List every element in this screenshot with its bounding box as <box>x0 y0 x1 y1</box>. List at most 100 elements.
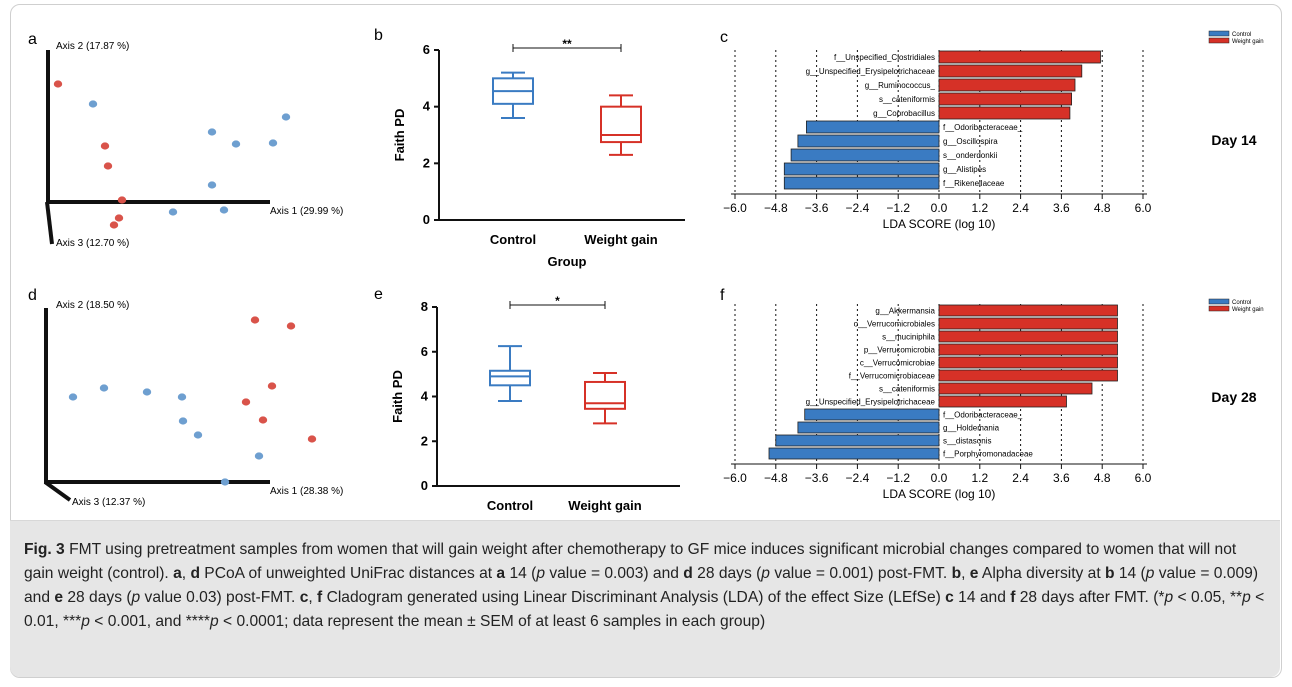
pcoa-panel-d: d Axis 2 (18.50 %) Axis 1 (28.38 %) Axis… <box>28 287 343 508</box>
legend-swatch-control <box>1208 30 1230 37</box>
y-tick-label: 6 <box>421 344 428 359</box>
lda-bar-label: s__onderdonkii <box>943 151 997 160</box>
lda-bar <box>938 106 1071 120</box>
legend-label-weight-gain: Weight gain <box>1232 307 1264 313</box>
lda-bar-label: s__distasonis <box>943 437 991 446</box>
caption-background <box>10 520 1280 677</box>
control-point <box>68 393 78 401</box>
weight-gain-point <box>286 322 296 330</box>
y-tick-label: 4 <box>421 389 429 404</box>
lda-bar <box>938 395 1067 408</box>
x-tick-label: −6.0 <box>723 471 747 485</box>
lda-bar-label: o__Verrucomicrobiales <box>854 320 935 329</box>
lda-bar-label: p__Verrucomicrobia <box>864 346 936 355</box>
lda-bar <box>938 64 1083 78</box>
x-tick-label: 4.8 <box>1094 201 1111 215</box>
lda-bar <box>938 304 1118 317</box>
lda-bar-label: f__Odoribacteraceae_ <box>943 123 1023 132</box>
x-tick-label: 6.0 <box>1135 471 1152 485</box>
weight-gain-point <box>114 214 124 222</box>
x-tick-label: 4.8 <box>1094 471 1111 485</box>
control-point <box>207 128 217 136</box>
x-tick-label: 0.0 <box>931 471 948 485</box>
control-point <box>254 452 264 460</box>
lda-bar <box>790 148 940 162</box>
lda-bar <box>768 447 940 460</box>
control-point <box>281 113 291 121</box>
lda-bar <box>938 317 1118 330</box>
lda-bar-label: f__Unspecified_Clostridiales <box>834 53 935 62</box>
x-tick-label: 1.2 <box>971 471 988 485</box>
lda-bar-label: s__cateniformis <box>879 95 935 104</box>
y-axis-label: Faith PD <box>390 370 405 423</box>
x-tick-label: 3.6 <box>1053 201 1070 215</box>
x-tick-label: −6.0 <box>723 201 747 215</box>
lda-bar-label: f__Verrucomicrobiaceae <box>849 372 936 381</box>
lda-bar-label: g__Akkermansia <box>875 307 935 316</box>
legend-swatch-control <box>1208 298 1230 305</box>
box-iqr <box>584 380 626 410</box>
panel-letter-f: f <box>720 287 725 304</box>
weight-gain-point <box>267 382 277 390</box>
weight-gain-point <box>53 80 63 88</box>
pcoa-axis3-line <box>45 201 54 245</box>
lda-bar <box>938 382 1093 395</box>
significance-stars: * <box>555 294 560 308</box>
lda-bar-label: c__Verrucomicrobiae <box>860 359 936 368</box>
x-tick-label: −4.8 <box>764 201 788 215</box>
x-tick-label: −3.6 <box>805 471 829 485</box>
weight-gain-point <box>258 416 268 424</box>
x-tick-label: −1.2 <box>886 201 910 215</box>
x-tick-label: 1.2 <box>971 201 988 215</box>
lda-bar-label: f__Odoribacteraceae_ <box>943 411 1023 420</box>
lda-bar-label: g__Oscillospira <box>943 137 998 146</box>
panel-letter-a: a <box>28 31 37 48</box>
panel-letter-c: c <box>720 29 728 46</box>
legend-label-weight-gain: Weight gain <box>1232 39 1264 45</box>
figure-caption: Fig. 3 FMT using pretreatment samples fr… <box>24 541 1265 630</box>
category-label: Weight gain <box>584 232 657 247</box>
weight-gain-point <box>250 316 260 324</box>
x-axis-label: LDA SCORE (log 10) <box>883 487 996 501</box>
x-tick-label: 2.4 <box>1012 471 1029 485</box>
y-tick-label: 6 <box>423 42 430 57</box>
significance-stars: ** <box>562 37 572 51</box>
pcoa-axis3-label: Axis 3 (12.37 %) <box>72 497 145 508</box>
control-point <box>268 139 278 147</box>
x-tick-label: 0.0 <box>931 201 948 215</box>
x-tick-label: 3.6 <box>1053 471 1070 485</box>
weight-gain-point <box>100 142 110 150</box>
weight-gain-point <box>307 435 317 443</box>
lda-bar-label: g__Coprobacillus <box>873 109 935 118</box>
box-iqr <box>489 369 531 387</box>
control-point <box>142 388 152 396</box>
lda-bar <box>938 78 1076 92</box>
lda-bar <box>938 92 1073 106</box>
y-tick-label: 8 <box>421 299 428 314</box>
pcoa-axis1-label: Axis 1 (28.38 %) <box>270 486 343 497</box>
control-point <box>231 140 241 148</box>
day-title: Day 28 <box>1211 389 1256 405</box>
y-tick-label: 2 <box>421 433 428 448</box>
pcoa-axis3-line <box>43 480 72 502</box>
y-axis-label: Faith PD <box>392 109 407 162</box>
lda-bar-label: g__Ruminococcus_ <box>865 81 936 90</box>
lda-bar-label: s__cateniformis <box>879 385 935 394</box>
y-tick-label: 0 <box>421 478 428 493</box>
lda-bar <box>783 162 940 176</box>
pcoa-points-a <box>53 80 291 229</box>
lda-bar <box>804 408 940 421</box>
lda-bar-label: g__Alistipes <box>943 165 986 174</box>
figure-canvas: a Axis 2 (17.87 %) Axis 1 (29.99 %) Axis… <box>28 27 1264 513</box>
x-tick-label: −1.2 <box>886 471 910 485</box>
legend-swatch-weight-gain <box>1208 305 1230 312</box>
pcoa-axis2-label: Axis 2 (18.50 %) <box>56 300 129 311</box>
lda-bar <box>938 330 1118 343</box>
pcoa-points-d <box>68 316 317 486</box>
weight-gain-point <box>117 196 127 204</box>
lda-bar <box>797 134 940 148</box>
figure-frame <box>10 4 1282 678</box>
lda-bar-label: g__Holdemania <box>943 424 1000 433</box>
control-point <box>99 384 109 392</box>
